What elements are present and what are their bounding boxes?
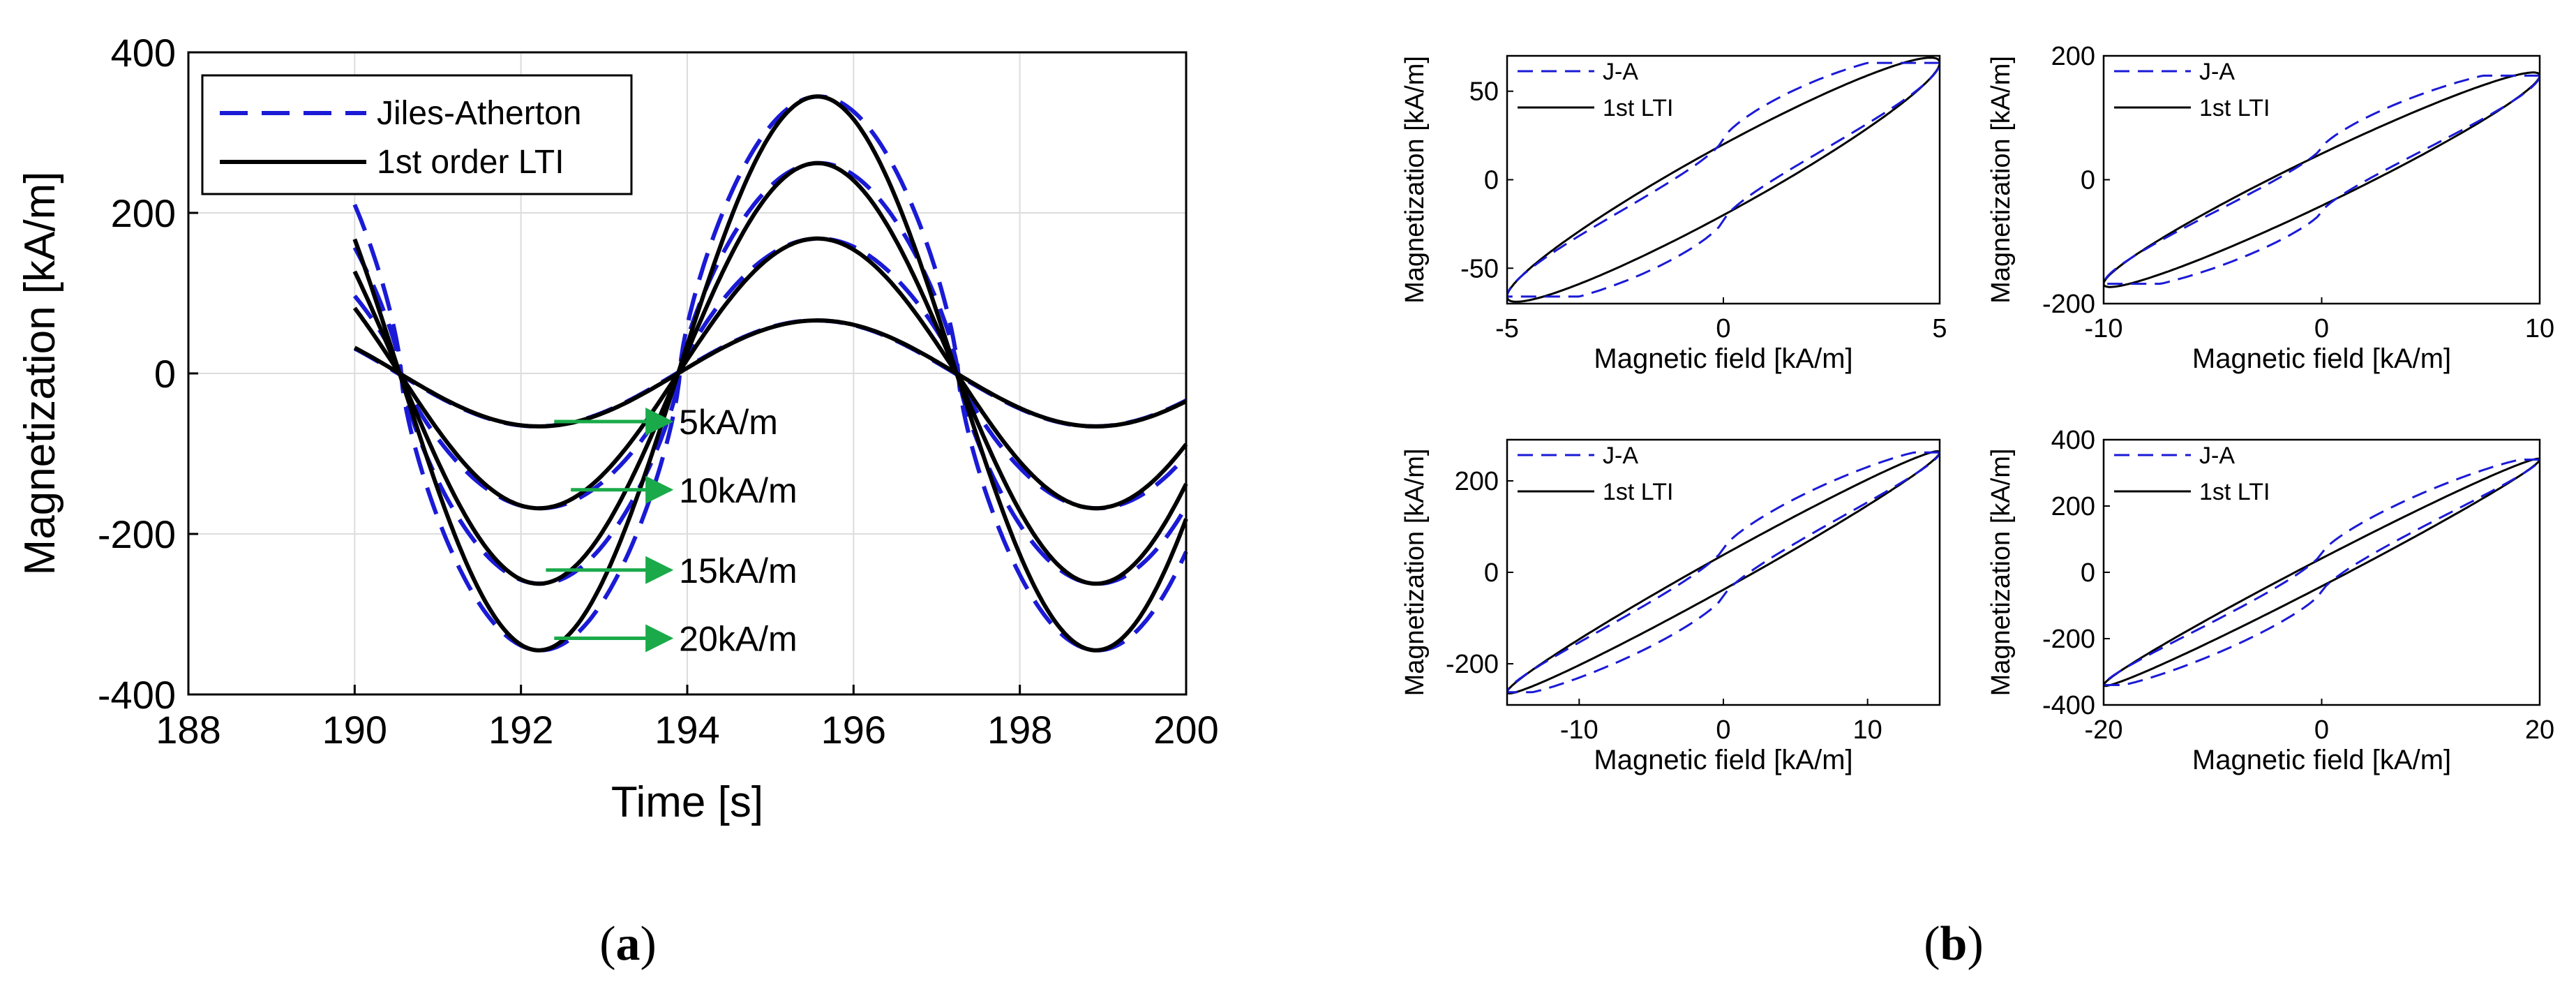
ylabel: Magnetization [kA/m] (1986, 449, 2016, 697)
y-tick-label: 400 (111, 31, 176, 75)
lti-curve-20kA-m (352, 94, 1188, 653)
y-tick-label: 200 (111, 191, 176, 235)
field-annotation-label: 20kA/m (679, 620, 797, 659)
lti-loop (2104, 71, 2540, 288)
lti-curve-10kA-m (352, 236, 1188, 511)
y-tick-label: 0 (154, 352, 176, 396)
lti-loop (1507, 449, 1940, 695)
x-tick-label: 0 (1716, 314, 1730, 343)
lti-loop (1507, 57, 1940, 303)
y-tick-label: -200 (98, 512, 176, 556)
y-tick-label: 0 (2081, 166, 2095, 195)
y-tick-label: -50 (1460, 254, 1499, 283)
x-tick-label: 0 (2314, 715, 2329, 745)
x-tick-label: 0 (2314, 314, 2329, 343)
x-tick-label: -5 (1495, 314, 1519, 343)
field-annotation-label: 5kA/m (679, 403, 778, 442)
legend-lti-label: 1st LTI (2199, 479, 2270, 505)
panel-a-legend: Jiles-Atherton 1st order LTI (201, 74, 633, 195)
x-tick-label: 188 (156, 708, 220, 752)
y-tick-label: -200 (1446, 650, 1499, 679)
x-tick-label: 5 (1932, 314, 1947, 343)
xlabel: Magnetic field [kA/m] (1594, 343, 1852, 374)
panel-a-ylabel: Magnetization [kA/m] (16, 172, 64, 576)
legend-lti-label: 1st LTI (2199, 95, 2270, 121)
panel-b3-hysteresis: -10 0 10 -200 0 200 Magnetic field [kA/m] Magne… (1400, 438, 1941, 775)
legend-ja-label: Jiles-Atherton (377, 95, 581, 132)
x-tick-label: 0 (1716, 715, 1730, 745)
field-annotation-label: 10kA/m (679, 471, 797, 510)
y-tick-label: 200 (1455, 467, 1499, 496)
y-tick-label: 50 (1469, 77, 1499, 107)
caption-b: (b) (1924, 917, 1984, 971)
x-tick-label: -20 (2085, 715, 2123, 745)
y-tick-label: 0 (1484, 166, 1499, 195)
x-tick-label: -10 (1560, 715, 1598, 745)
x-tick-label: 198 (987, 708, 1052, 752)
x-tick-label: 20 (2525, 715, 2554, 745)
x-tick-label: -10 (2085, 314, 2123, 343)
y-tick-label: 0 (2081, 558, 2095, 588)
x-tick-label: 10 (1853, 715, 1882, 745)
x-tick-label: 10 (2525, 314, 2554, 343)
legend-lti-label: 1st LTI (1603, 479, 1673, 505)
x-tick-label: 190 (322, 708, 387, 752)
y-tick-label: 200 (2051, 42, 2095, 71)
panel-a-time-plot: 5kA/m 10kA/m 15kA/m 20kA/m 188 190 192 194 196 1… (16, 31, 1219, 826)
y-tick-label: -400 (2042, 691, 2095, 720)
ylabel: Magnetization [kA/m] (1400, 449, 1430, 697)
y-tick-label: 400 (2051, 426, 2095, 455)
y-tick-label: -400 (98, 673, 176, 717)
legend-lti-label: 1st order LTI (377, 144, 564, 181)
ja-loop (2104, 74, 2540, 285)
ylabel: Magnetization [kA/m] (1400, 56, 1430, 304)
ja-curve-15kA-m (352, 161, 1188, 586)
legend-lti-label: 1st LTI (1603, 95, 1673, 121)
field-annotation-label: 15kA/m (679, 551, 797, 590)
y-tick-label: 200 (2051, 492, 2095, 521)
legend-ja-label: J-A (1603, 443, 1638, 469)
legend-ja-label: J-A (2199, 443, 2235, 469)
ja-curve-20kA-m (352, 94, 1188, 653)
lti-curve-15kA-m (352, 161, 1188, 586)
x-tick-label: 196 (821, 708, 886, 752)
x-tick-label: 194 (654, 708, 719, 752)
ylabel: Magnetization [kA/m] (1986, 56, 2016, 304)
xlabel: Magnetic field [kA/m] (2192, 343, 2451, 374)
y-tick-label: 0 (1484, 558, 1499, 588)
panel-a-xlabel: Time [s] (611, 778, 763, 826)
legend-ja-label: J-A (2199, 59, 2235, 85)
xlabel: Magnetic field [kA/m] (1594, 745, 1852, 775)
x-tick-label: 200 (1153, 708, 1218, 752)
legend-ja-label: J-A (1603, 59, 1638, 85)
x-tick-label: 192 (488, 708, 553, 752)
ja-loop (2104, 459, 2540, 686)
panel-b2-hysteresis: -10 0 10 -200 0 200 Magnetic field [kA/m] Magne… (1986, 42, 2554, 374)
ja-loop (1507, 61, 1940, 298)
caption-a: (a) (599, 917, 657, 971)
xlabel: Magnetic field [kA/m] (2192, 745, 2451, 775)
y-tick-label: -200 (2042, 625, 2095, 654)
y-tick-label: -200 (2042, 290, 2095, 319)
lti-loop (2104, 457, 2540, 687)
lti-curve-5kA-m (353, 318, 1188, 429)
